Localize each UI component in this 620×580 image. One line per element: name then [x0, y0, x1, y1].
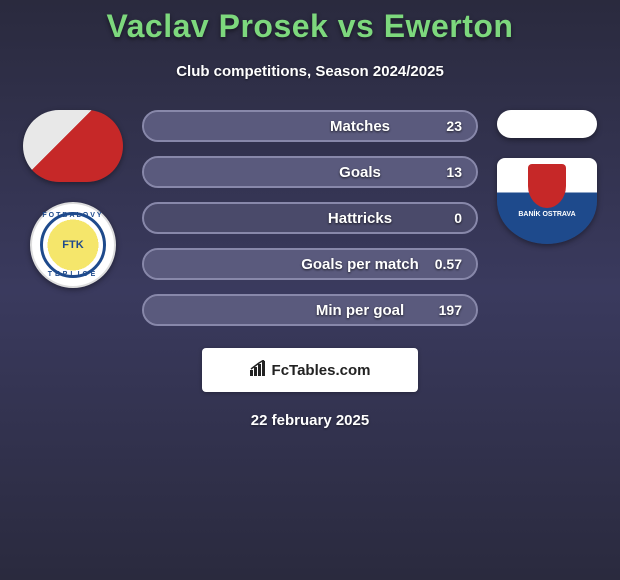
- stat-row-goals: Goals 13: [142, 156, 478, 188]
- club2-badge: BANÍK OSTRAVA: [497, 158, 597, 244]
- club1-badge: FOTBALOVÝ TEPLICE: [30, 202, 116, 288]
- stats-column: Matches 23 Goals 13 Hattricks 0 Goals pe…: [138, 110, 482, 326]
- stat-value: 0: [454, 210, 462, 226]
- stat-row-mpg: Min per goal 197: [142, 294, 478, 326]
- date-text: 22 february 2025: [0, 412, 620, 429]
- stat-row-gpm: Goals per match 0.57: [142, 248, 478, 280]
- player1-photo: [23, 110, 123, 182]
- club1-text-bottom: TEPLICE: [48, 271, 99, 278]
- right-column: BANÍK OSTRAVA: [482, 110, 612, 244]
- subtitle: Club competitions, Season 2024/2025: [0, 63, 620, 80]
- club1-text-top: FOTBALOVÝ: [42, 212, 103, 219]
- club2-text: BANÍK OSTRAVA: [518, 211, 575, 218]
- chart-icon: [250, 360, 268, 380]
- watermark-badge: FcTables.com: [202, 348, 418, 392]
- stat-label: Matches: [144, 118, 476, 135]
- stat-value: 197: [439, 302, 462, 318]
- stat-value: 0.57: [435, 256, 462, 272]
- left-column: FOTBALOVÝ TEPLICE: [8, 110, 138, 288]
- stat-value: 13: [446, 164, 462, 180]
- watermark-text: FcTables.com: [272, 362, 371, 379]
- stat-label: Goals per match: [144, 256, 476, 273]
- stat-value: 23: [446, 118, 462, 134]
- stat-row-hattricks: Hattricks 0: [142, 202, 478, 234]
- stat-label: Goals: [144, 164, 476, 181]
- player2-photo: [497, 110, 597, 138]
- page-title: Vaclav Prosek vs Ewerton: [0, 8, 620, 45]
- stat-label: Hattricks: [144, 210, 476, 227]
- comparison-card: Vaclav Prosek vs Ewerton Club competitio…: [0, 0, 620, 429]
- content-row: FOTBALOVÝ TEPLICE Matches 23 Goals 13 Ha…: [0, 110, 620, 326]
- stat-label: Min per goal: [144, 302, 476, 319]
- stat-row-matches: Matches 23: [142, 110, 478, 142]
